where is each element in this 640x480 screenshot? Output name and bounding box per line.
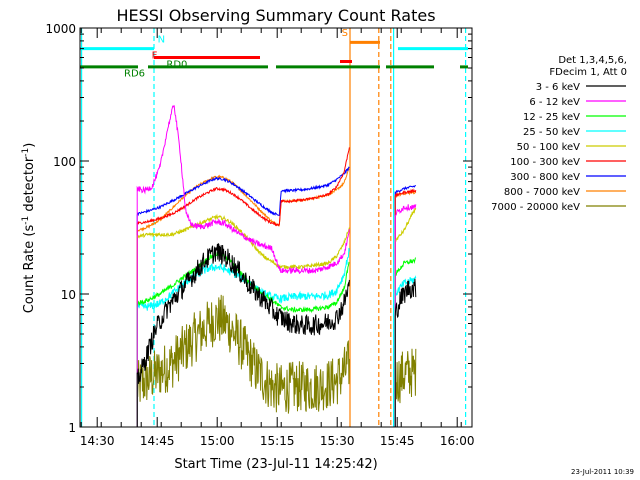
y-label-sup1: -1 <box>21 216 31 225</box>
x-tick-label: 14:30 <box>80 434 115 448</box>
series-line <box>394 275 417 427</box>
x-tick-label: 15:45 <box>380 434 415 448</box>
legend-label: 7000 - 20000 keV <box>491 202 580 213</box>
series-line <box>394 204 417 427</box>
flag-label-rd6: RD6 <box>124 69 145 80</box>
legend-label: 300 - 800 keV <box>510 172 580 183</box>
chart-title: HESSI Observing Summary Count Rates <box>116 6 435 25</box>
flag-label-rd0: RD0 <box>166 60 187 71</box>
series-line <box>394 188 417 427</box>
series-line <box>394 206 417 427</box>
x-axis: 14:30 14:45 15:00 15:15 15:30 15:45 16:00 <box>80 28 475 448</box>
series-25-50-kev <box>136 247 417 427</box>
flag-label-f: F <box>152 51 158 62</box>
y-tick-label: 1 <box>68 421 76 435</box>
y-label-mid: detector <box>22 156 37 216</box>
series-line <box>136 247 350 427</box>
x-tick-label: 15:30 <box>320 434 355 448</box>
series-line <box>136 242 350 427</box>
series-300-800-kev <box>136 166 417 427</box>
y-label-sup2: -1 <box>21 148 31 157</box>
legend-label: 800 - 7000 keV <box>504 187 580 198</box>
legend-header-line1: Det 1,3,4,5,6, <box>558 55 627 66</box>
series-6-12-kev <box>136 105 417 427</box>
series-line <box>136 294 350 427</box>
vertical-markers <box>80 28 467 427</box>
legend-header-line2: FDecim 1, Att 0 <box>549 67 627 78</box>
series-line <box>136 147 350 427</box>
legend-label: 6 - 12 keV <box>529 97 580 108</box>
plot-frame <box>79 27 473 428</box>
legend-label: 12 - 25 keV <box>523 112 580 123</box>
series-line <box>394 185 417 427</box>
flag-bars: NF RD0 S RD6 <box>80 28 468 80</box>
footer-timestamp: 23-Jul-2011 10:39 <box>571 468 634 476</box>
series-line <box>136 105 350 427</box>
legend-label: 50 - 100 keV <box>517 142 581 153</box>
series-100-300-kev <box>136 147 417 427</box>
flag-label-n: N <box>158 34 165 45</box>
x-tick-label: 16:00 <box>440 434 475 448</box>
legend-label: 100 - 300 keV <box>510 157 580 168</box>
legend-label: 3 - 6 keV <box>536 82 580 93</box>
x-tick-label: 15:00 <box>200 434 235 448</box>
y-tick-label: 10 <box>61 288 76 302</box>
series-line <box>394 257 416 427</box>
x-tick-label: 14:45 <box>140 434 175 448</box>
series-3-6-kev <box>136 242 417 427</box>
series-line <box>394 348 417 427</box>
legend-label: 25 - 50 keV <box>523 127 580 138</box>
legend: Det 1,3,4,5,6, FDecim 1, Att 0 3 - 6 keV… <box>491 55 627 213</box>
y-label-end: ) <box>22 143 37 148</box>
y-axis-label: Count Rate (s-1 detector-1) <box>21 143 37 314</box>
y-tick-label: 100 <box>53 155 76 169</box>
flag-label-s: S <box>342 28 348 39</box>
series-line <box>136 166 350 427</box>
y-label-main: Count Rate (s <box>22 225 37 314</box>
x-tick-label: 15:15 <box>260 434 295 448</box>
y-tick-label: 1000 <box>45 22 76 36</box>
x-axis-label: Start Time (23-Jul-11 14:25:42) <box>174 457 377 472</box>
series-layer <box>136 105 417 427</box>
y-axis: 1 10 100 1000 <box>45 22 472 435</box>
series-line <box>394 278 417 427</box>
series-7000-20000-kev <box>136 294 417 427</box>
